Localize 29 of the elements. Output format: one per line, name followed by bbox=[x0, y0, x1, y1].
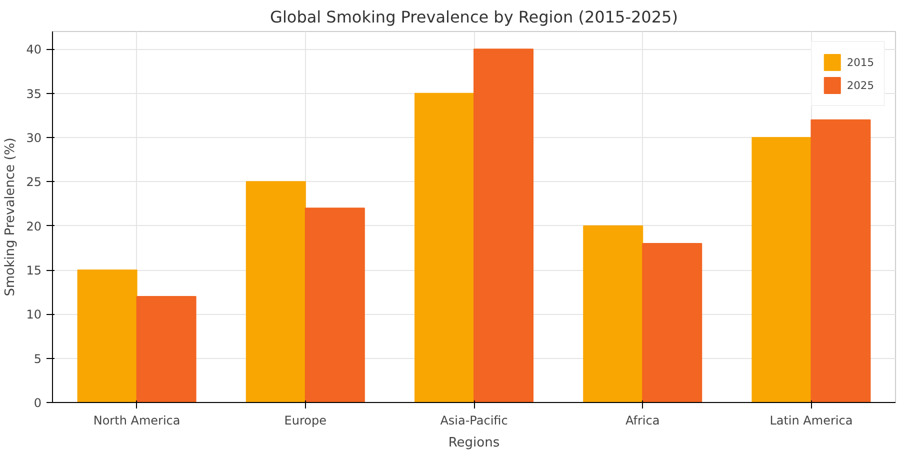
bar bbox=[414, 92, 474, 402]
x-tick-label: Africa bbox=[625, 414, 660, 428]
bar bbox=[583, 225, 644, 402]
y-tick-label: 30 bbox=[26, 131, 42, 145]
x-tick-label: Asia-Pacific bbox=[440, 414, 508, 428]
y-tick-label: 10 bbox=[26, 308, 42, 322]
y-tick-label: 0 bbox=[34, 396, 42, 410]
bar bbox=[642, 243, 702, 402]
x-axis-title: Regions bbox=[448, 436, 500, 450]
y-axis-title: Smoking Prevalence (%) bbox=[3, 138, 18, 296]
bar bbox=[136, 296, 196, 402]
legend-label: 2025 bbox=[846, 78, 874, 92]
y-tick-label: 20 bbox=[26, 219, 42, 234]
bar bbox=[77, 270, 138, 402]
x-tick-label: North America bbox=[93, 414, 180, 428]
y-tick-label: 25 bbox=[26, 175, 42, 190]
y-tick-label: 35 bbox=[26, 86, 42, 101]
bar bbox=[304, 208, 365, 402]
bar bbox=[752, 137, 812, 402]
bar bbox=[474, 48, 534, 402]
y-tick-label: 15 bbox=[26, 264, 42, 278]
bar bbox=[810, 119, 871, 402]
bar bbox=[246, 181, 306, 402]
x-tick-label: Europe bbox=[284, 414, 327, 428]
x-tick-label: Latin America bbox=[770, 414, 853, 428]
y-tick-label: 40 bbox=[26, 42, 42, 57]
y-tick-label: 5 bbox=[34, 352, 42, 366]
legend-label: 2015 bbox=[846, 56, 874, 68]
chart-title: Global Smoking Prevalence by Region (2015-2025) bbox=[270, 8, 678, 26]
